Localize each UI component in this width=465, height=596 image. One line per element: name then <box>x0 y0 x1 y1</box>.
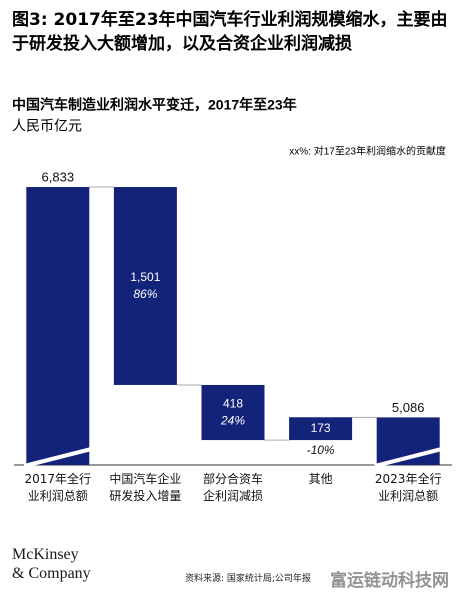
share-label: 24% <box>220 414 245 428</box>
bar <box>113 187 177 385</box>
value-label: 1,501 <box>130 270 160 284</box>
axis-break <box>374 447 443 468</box>
x-tick-label: 2023年全行 业利润总额 <box>374 472 442 503</box>
legend-note: xx%: 对17至23年利润缩水的贡献度 <box>289 145 446 158</box>
unit-label: 人民币亿元 <box>12 118 82 134</box>
value-label: 5,086 <box>392 400 425 415</box>
axis-break <box>23 447 92 468</box>
value-label: 418 <box>223 397 243 411</box>
x-tick-label: 部分合资车 企利润减损 <box>202 472 263 503</box>
share-label: -10% <box>307 443 335 457</box>
share-label: 86% <box>133 287 157 301</box>
chart-title: 中国汽车制造业利润水平变迁，2017年至23年 <box>12 97 297 113</box>
bar <box>201 384 265 441</box>
figure-title: 图3: 2017年至23年中国汽车行业利润规模缩水，主要由于研发投入大额增加，以… <box>12 10 448 54</box>
bar <box>289 417 353 441</box>
source-note: 资料来源: 国家统计局;公司年报 <box>185 574 311 584</box>
bar <box>26 187 90 465</box>
logo: McKinsey & Company <box>12 546 91 582</box>
value-label: 173 <box>311 421 331 435</box>
x-tick-label: 2017年全行 业利润总额 <box>24 472 92 503</box>
x-tick-label: 其他 <box>308 472 333 486</box>
x-tick-label: 中国汽车企业 研发投入增量 <box>109 472 182 503</box>
watermark: 富运链动科技网 <box>330 571 449 591</box>
value-label: 6,833 <box>42 169 75 184</box>
